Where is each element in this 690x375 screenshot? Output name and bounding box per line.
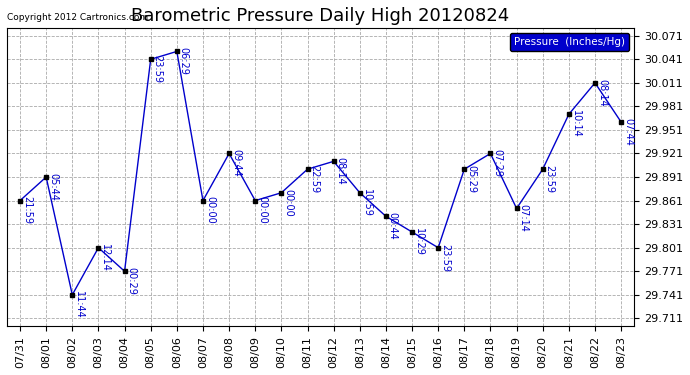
- Text: 00:00: 00:00: [205, 196, 215, 224]
- Text: 00:00: 00:00: [284, 189, 293, 216]
- Text: 05:29: 05:29: [466, 165, 476, 193]
- Text: 00:44: 00:44: [388, 212, 398, 240]
- Text: 10:59: 10:59: [362, 189, 372, 216]
- Text: 12:14: 12:14: [100, 243, 110, 272]
- Text: 10:29: 10:29: [414, 228, 424, 256]
- Text: 07:29: 07:29: [493, 149, 502, 177]
- Text: 23:59: 23:59: [544, 165, 555, 193]
- Title: Barometric Pressure Daily High 20120824: Barometric Pressure Daily High 20120824: [132, 7, 510, 25]
- Text: 00:00: 00:00: [257, 196, 267, 224]
- Text: 08:14: 08:14: [335, 157, 346, 185]
- Text: 05:44: 05:44: [48, 173, 58, 201]
- Text: 23:59: 23:59: [152, 55, 163, 83]
- Text: 07:14: 07:14: [519, 204, 529, 232]
- Text: 10:14: 10:14: [571, 110, 581, 138]
- Text: 21:59: 21:59: [22, 196, 32, 224]
- Text: 07:44: 07:44: [623, 118, 633, 146]
- Text: Copyright 2012 Cartronics.com: Copyright 2012 Cartronics.com: [7, 13, 148, 22]
- Text: 08:14: 08:14: [597, 79, 607, 106]
- Text: 11:44: 11:44: [75, 291, 84, 318]
- Text: 06:29: 06:29: [179, 47, 189, 75]
- Text: 00:29: 00:29: [126, 267, 137, 295]
- Text: 09:44: 09:44: [231, 149, 241, 177]
- Text: 23:59: 23:59: [440, 243, 450, 272]
- Text: 22:59: 22:59: [309, 165, 319, 193]
- Legend: Pressure  (Inches/Hg): Pressure (Inches/Hg): [510, 33, 629, 51]
